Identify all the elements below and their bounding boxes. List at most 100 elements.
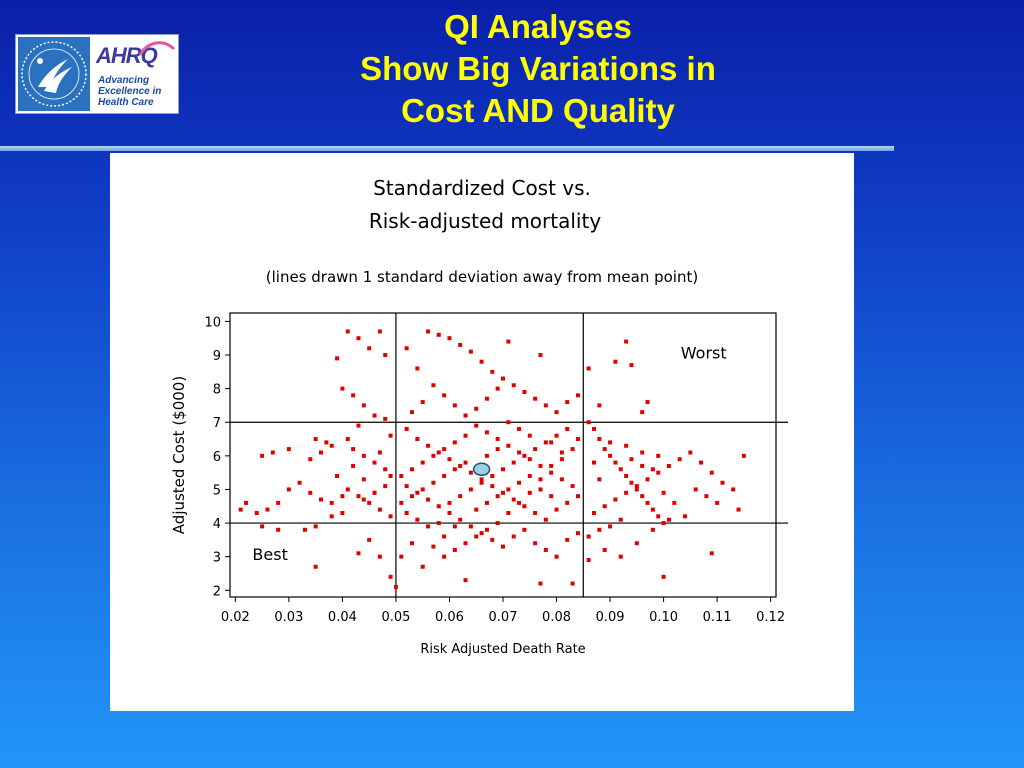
data-point <box>586 534 591 539</box>
data-point <box>426 497 431 502</box>
data-point <box>270 450 275 455</box>
data-point <box>356 551 361 556</box>
data-point <box>538 477 543 482</box>
data-point <box>720 480 725 485</box>
data-point <box>329 443 334 448</box>
data-point <box>452 547 457 552</box>
data-point <box>377 554 382 559</box>
data-point <box>592 460 596 465</box>
data-point <box>650 507 655 512</box>
data-point <box>383 484 388 489</box>
data-point <box>559 477 564 482</box>
y-tick-label: 9 <box>213 349 221 364</box>
data-point <box>484 430 489 435</box>
data-point <box>613 359 618 364</box>
slide-title-line: Cost AND Quality <box>401 92 675 129</box>
data-point <box>495 386 500 391</box>
annotation-worst: Worst <box>681 343 727 362</box>
data-point <box>538 487 543 492</box>
data-point <box>527 474 532 479</box>
data-point <box>522 504 527 509</box>
data-point <box>404 484 409 489</box>
data-point <box>533 447 538 452</box>
data-point <box>351 463 356 468</box>
data-point <box>442 393 447 398</box>
data-point <box>447 510 452 515</box>
data-point <box>629 457 634 462</box>
data-point <box>463 460 468 465</box>
ahrq-swoosh-icon <box>138 41 176 56</box>
data-point <box>420 460 425 465</box>
data-point <box>351 447 356 452</box>
data-point <box>468 349 473 354</box>
data-point <box>377 507 382 512</box>
data-point <box>260 453 265 458</box>
data-point <box>618 554 623 559</box>
data-point <box>297 480 302 485</box>
data-point <box>286 447 291 452</box>
data-point <box>313 437 318 442</box>
data-point <box>463 433 468 438</box>
data-point <box>511 383 516 388</box>
data-point <box>447 457 452 462</box>
y-tick-label: 8 <box>213 383 221 398</box>
data-point <box>426 524 431 529</box>
data-point <box>276 527 281 532</box>
y-tick-label: 5 <box>213 483 221 498</box>
data-point <box>554 554 559 559</box>
data-point <box>404 426 409 431</box>
annotation-best: Best <box>252 545 287 564</box>
data-point <box>383 467 388 472</box>
data-point <box>431 383 436 388</box>
data-point <box>672 500 677 505</box>
data-point <box>319 450 323 455</box>
data-point <box>388 514 393 519</box>
data-point <box>490 484 495 489</box>
y-tick-label: 7 <box>213 416 221 431</box>
hhs-seal-icon <box>18 37 90 111</box>
data-point <box>410 410 414 415</box>
chart-panel: Standardized Cost vs. Risk-adjusted morta… <box>110 153 854 711</box>
data-point <box>592 510 596 515</box>
data-point <box>554 433 559 438</box>
data-point <box>549 440 554 445</box>
data-point <box>404 346 409 351</box>
data-point <box>495 521 500 526</box>
data-point <box>484 500 489 505</box>
data-point <box>308 490 313 495</box>
data-point <box>452 467 457 472</box>
data-point <box>640 410 645 415</box>
data-point <box>340 510 345 515</box>
data-point <box>345 487 350 492</box>
data-point <box>367 346 372 351</box>
data-point <box>377 450 382 455</box>
data-point <box>490 474 495 479</box>
data-point <box>410 467 414 472</box>
data-point <box>629 363 634 368</box>
data-point <box>431 453 436 458</box>
data-point <box>286 487 291 492</box>
data-point <box>661 490 666 495</box>
data-point <box>495 447 500 452</box>
x-tick-label: 0.03 <box>274 610 303 625</box>
data-point <box>656 514 661 519</box>
chart-title: Risk-adjusted mortality <box>369 209 601 233</box>
data-point <box>506 510 511 515</box>
data-point <box>608 453 613 458</box>
data-point <box>415 437 420 442</box>
data-point <box>420 487 425 492</box>
data-point <box>666 517 671 522</box>
data-point <box>372 460 377 465</box>
data-point <box>361 477 366 482</box>
x-tick-label: 0.02 <box>221 610 250 625</box>
data-point <box>367 500 372 505</box>
data-point <box>699 460 704 465</box>
data-point <box>383 416 388 421</box>
slide-title: QI Analyses Show Big Variations in Cost … <box>250 6 826 132</box>
data-point <box>586 366 591 371</box>
data-point <box>388 433 393 438</box>
data-point <box>308 457 313 462</box>
data-point <box>431 480 436 485</box>
data-point <box>645 400 650 405</box>
data-point <box>356 423 361 428</box>
